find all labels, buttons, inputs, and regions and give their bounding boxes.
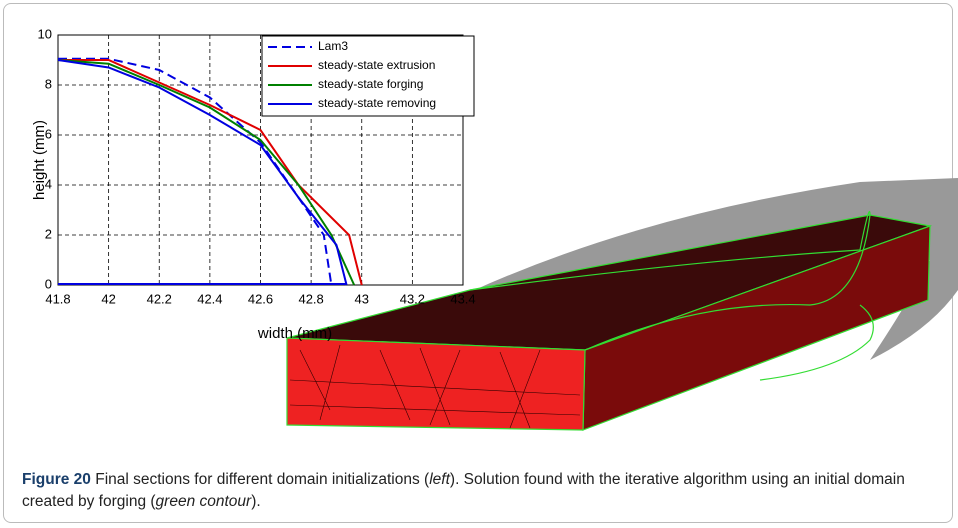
series-line: [57, 59, 348, 286]
x-tick-label: 43.2: [400, 291, 425, 306]
x-tick-label: 41.8: [45, 291, 70, 306]
y-tick-label: 8: [45, 76, 52, 91]
mesh-illustration: [286, 178, 958, 431]
caption-italic: green contour: [155, 493, 252, 510]
series-line: [58, 57, 333, 286]
x-tick-label: 43.4: [450, 291, 475, 306]
x-tick-label: 42.6: [248, 291, 273, 306]
x-tick-label: 42.2: [147, 291, 172, 306]
series-line: [57, 59, 356, 286]
x-axis-label: width (mm): [257, 325, 332, 342]
series-line: [58, 59, 363, 286]
caption: Figure 20 Final sections for different d…: [22, 469, 942, 513]
x-tick-label: 42: [101, 291, 115, 306]
y-tick-label: 4: [45, 176, 52, 191]
mesh-lines: [289, 344, 581, 429]
y-tick-label: 2: [45, 226, 52, 241]
y-axis-label: height (mm): [31, 120, 48, 200]
caption-italic: left: [429, 471, 450, 488]
legend-label: Lam3: [318, 39, 348, 53]
y-tick-label: 6: [45, 126, 52, 141]
chart: width (mm) height (mm) 41.8 42 42.2 42.4 42.…: [31, 26, 476, 342]
forging-contour: [759, 304, 874, 381]
legend-label: steady-state forging: [318, 77, 423, 91]
caption-text: ). Solution found with the iterative alg…: [22, 471, 905, 510]
legend-label: steady-state extrusion: [318, 58, 435, 72]
legend-box: [261, 35, 475, 117]
mesh-front: [286, 337, 586, 431]
caption-label: Figure 20: [22, 471, 91, 488]
x-tick-label: 42.4: [197, 291, 222, 306]
caption-text: Final sections for different domain init…: [90, 471, 430, 488]
y-tick-label: 10: [38, 26, 52, 41]
caption-text: ).: [251, 493, 261, 510]
legend-label: steady-state removing: [318, 96, 436, 110]
forging-contour: [469, 210, 871, 351]
x-tick-label: 42.8: [298, 291, 323, 306]
x-tick-label: 43: [355, 291, 369, 306]
y-tick-label: 0: [45, 276, 52, 291]
